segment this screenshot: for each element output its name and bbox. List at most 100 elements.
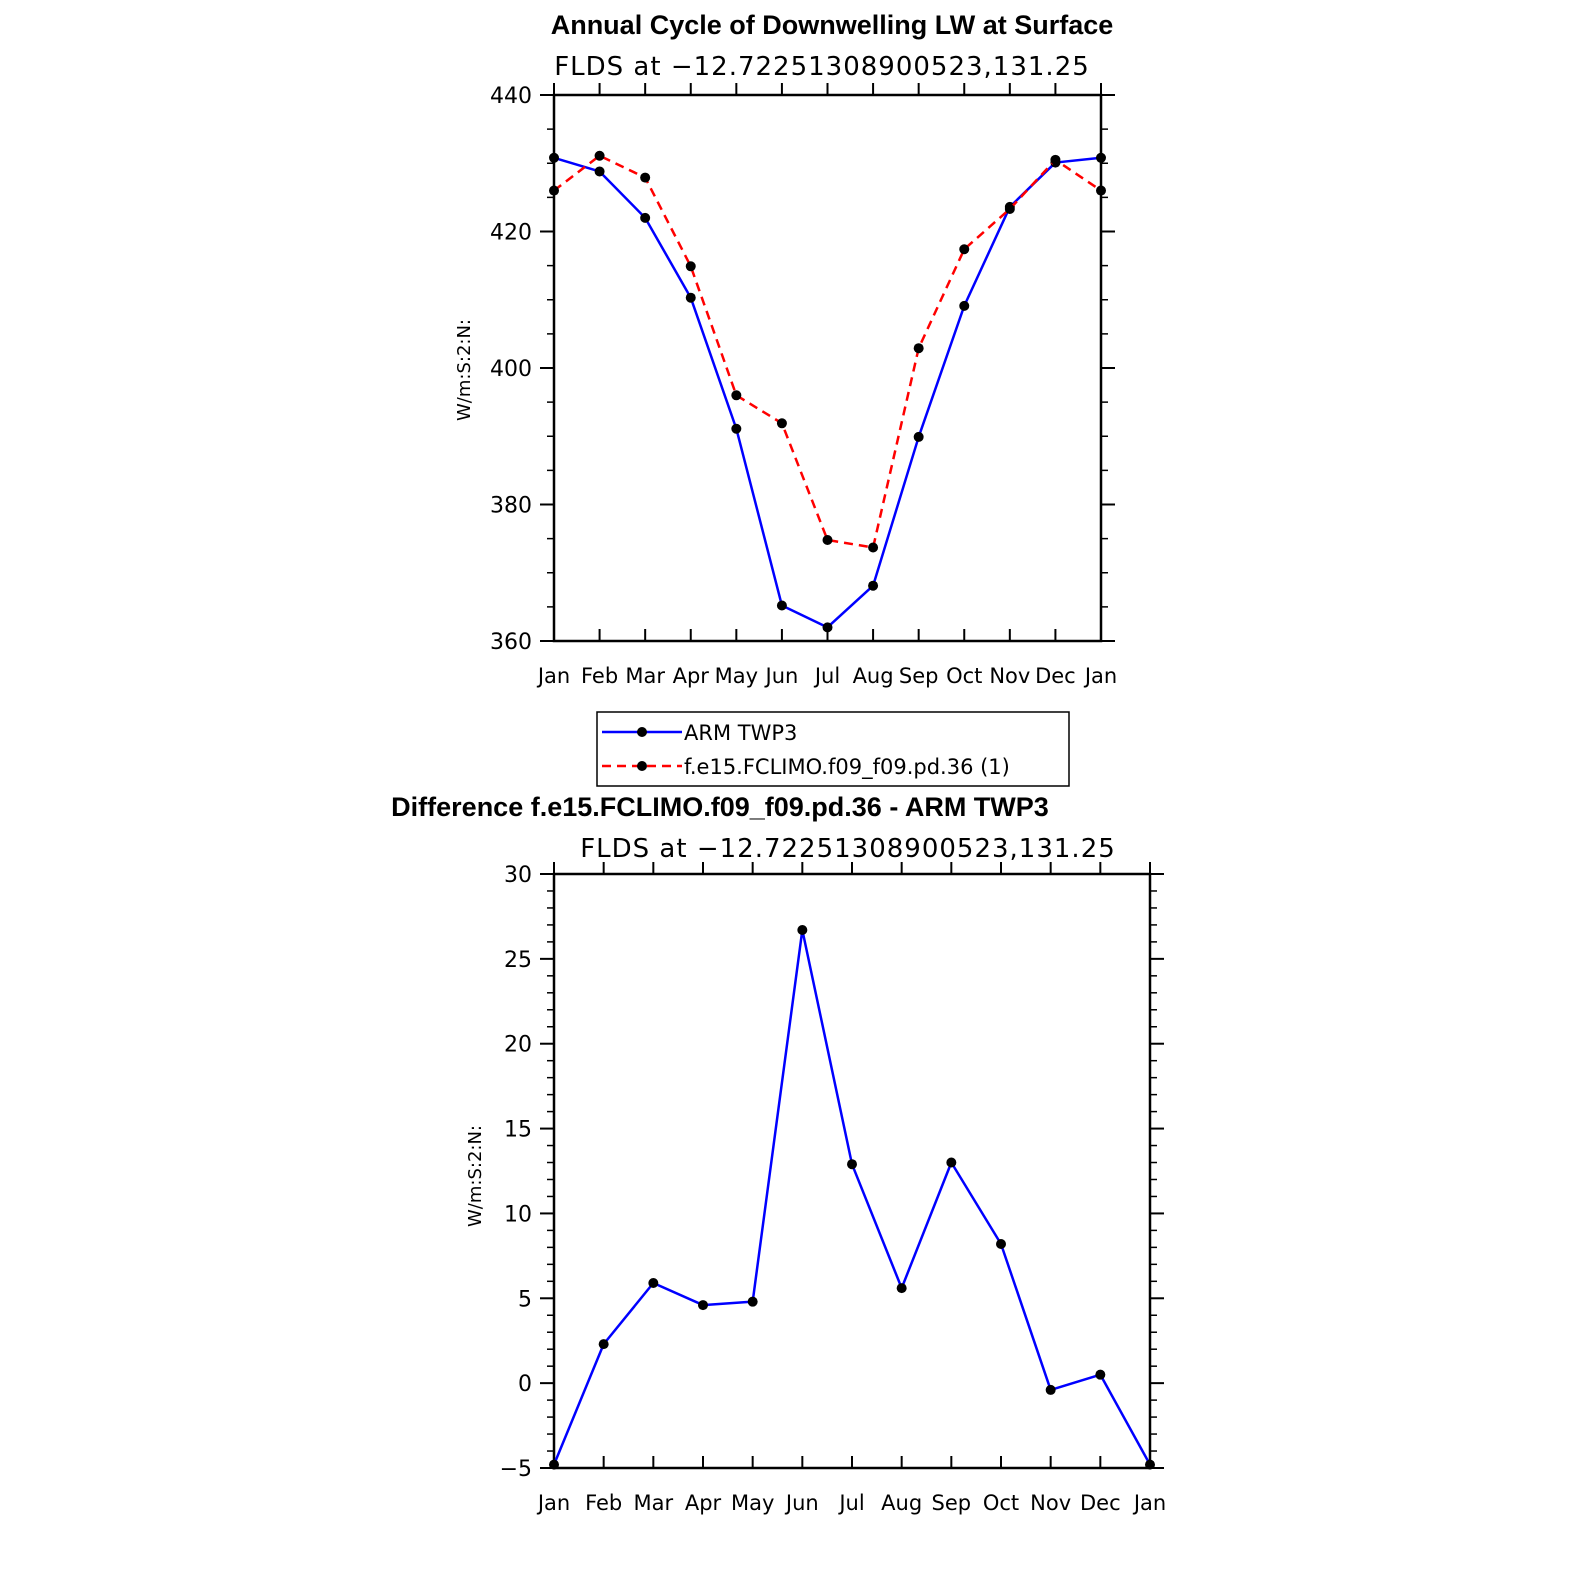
top-chart-subtitle: FLDS at −12.72251308900523,131.25 bbox=[554, 52, 1090, 82]
bottom-ytick-label: 15 bbox=[504, 1118, 532, 1143]
top-series-0-point bbox=[731, 423, 742, 434]
bottom-chart-title: Difference f.e15.FCLIMO.f09_f09.pd.36 - … bbox=[391, 792, 1049, 822]
bottom-series-0-point bbox=[1145, 1459, 1155, 1470]
top-xtick-label: Apr bbox=[673, 664, 710, 688]
bottom-ytick-label: −5 bbox=[500, 1457, 532, 1482]
top-series-0-point bbox=[549, 152, 559, 163]
bottom-xtick-label: Mar bbox=[634, 1491, 674, 1515]
top-xtick-label: Nov bbox=[989, 664, 1030, 688]
bottom-chart-ylabel: W/m:S:2:N: bbox=[465, 1125, 486, 1227]
bottom-series-0-point bbox=[598, 1339, 609, 1350]
bottom-series-0-point bbox=[946, 1157, 957, 1168]
bottom-xtick-label: Feb bbox=[585, 1491, 622, 1515]
legend-label-model: f.e15.FCLIMO.f09_f09.pd.36 (1) bbox=[684, 755, 1010, 780]
top-xtick-label: Jan bbox=[1083, 664, 1117, 688]
bottom-series-line-0 bbox=[552, 928, 1152, 1466]
bottom-chart-axes: Jan Feb Mar Apr May Jun Jul Aug Sep Oct Nov Dec Jan−… bbox=[500, 862, 1166, 1515]
top-series-1-point bbox=[959, 244, 970, 255]
top-series-0-point bbox=[776, 600, 787, 611]
bottom-ytick-label: 5 bbox=[518, 1287, 532, 1312]
top-xtick-label: Jul bbox=[813, 664, 840, 688]
bottom-xtick-label: Sep bbox=[932, 1491, 972, 1515]
bottom-xtick-label: Jan bbox=[536, 1491, 570, 1515]
bottom-chart-subtitle: FLDS at −12.72251308900523,131.25 bbox=[580, 834, 1116, 864]
top-series-0-point bbox=[685, 292, 696, 303]
top-series-1-point bbox=[1050, 154, 1061, 165]
top-series-1-point bbox=[731, 390, 742, 401]
top-chart-series bbox=[549, 150, 1106, 633]
top-series-0-point bbox=[868, 580, 879, 591]
top-plot-frame bbox=[552, 93, 1103, 643]
top-chart-title: Annual Cycle of Downwelling LW at Surfac… bbox=[551, 10, 1114, 40]
bottom-ytick-label: 20 bbox=[504, 1033, 532, 1058]
top-series-1-point bbox=[594, 150, 605, 161]
top-chart-axes: Jan Feb Mar Apr May Jun Jul Aug Sep Oct Nov Dec Jan3… bbox=[490, 83, 1117, 688]
bottom-xtick-label: Apr bbox=[685, 1491, 722, 1515]
bottom-chart-series bbox=[549, 925, 1155, 1470]
bottom-xtick-label: May bbox=[731, 1491, 774, 1515]
top-xtick-label: Mar bbox=[625, 664, 665, 688]
top-ytick-label: 380 bbox=[490, 494, 532, 519]
top-series-0-point bbox=[594, 166, 605, 177]
bottom-series-0-point bbox=[747, 1296, 758, 1307]
top-xtick-label: Jun bbox=[764, 664, 799, 688]
bottom-plot-frame bbox=[552, 872, 1152, 1470]
bottom-xtick-label: Jul bbox=[837, 1491, 864, 1515]
bottom-series-0-point bbox=[549, 1459, 559, 1470]
bottom-xtick-label: Aug bbox=[881, 1491, 922, 1515]
top-series-1-point bbox=[549, 185, 559, 196]
top-xtick-label: Dec bbox=[1035, 664, 1076, 688]
top-series-1-point bbox=[913, 343, 924, 354]
bottom-xtick-label: Jun bbox=[784, 1491, 819, 1515]
legend: ARM TWP3 f.e15.FCLIMO.f09_f09.pd.36 (1) bbox=[596, 711, 1070, 787]
top-series-0-point bbox=[959, 300, 970, 311]
top-series-0-point bbox=[640, 212, 651, 223]
top-chart-ylabel: W/m:S:2:N: bbox=[454, 319, 475, 421]
top-ytick-label: 400 bbox=[490, 357, 532, 382]
top-xtick-label: Feb bbox=[581, 664, 618, 688]
top-series-0-point bbox=[913, 431, 924, 442]
top-series-line-1 bbox=[553, 154, 1102, 549]
bottom-xtick-label: Dec bbox=[1080, 1491, 1121, 1515]
bottom-ytick-label: 30 bbox=[504, 863, 532, 888]
bottom-series-0-point bbox=[1045, 1384, 1056, 1395]
legend-label-arm: ARM TWP3 bbox=[684, 721, 797, 745]
bottom-xtick-label: Jan bbox=[1132, 1491, 1166, 1515]
bottom-xtick-label: Oct bbox=[983, 1491, 1019, 1515]
top-xtick-label: Oct bbox=[946, 664, 982, 688]
bottom-ytick-label: 25 bbox=[504, 948, 532, 973]
top-series-1-point bbox=[1004, 203, 1015, 214]
bottom-series-0-point bbox=[1095, 1369, 1106, 1380]
top-xtick-label: Jan bbox=[536, 664, 570, 688]
legend-marker-model bbox=[637, 761, 647, 771]
bottom-series-0-point bbox=[698, 1300, 708, 1311]
bottom-xtick-label: Nov bbox=[1030, 1491, 1071, 1515]
top-series-0-point bbox=[1096, 152, 1106, 163]
bottom-series-0-point bbox=[648, 1278, 659, 1289]
top-series-1-point bbox=[1096, 185, 1106, 196]
top-series-1-point bbox=[868, 542, 879, 553]
bottom-ytick-label: 0 bbox=[518, 1372, 532, 1397]
bottom-ytick-label: 10 bbox=[504, 1202, 532, 1227]
top-xtick-label: Sep bbox=[899, 664, 939, 688]
top-series-0-point bbox=[822, 622, 833, 633]
top-series-1-point bbox=[640, 172, 651, 183]
bottom-series-0-point bbox=[847, 1159, 857, 1170]
bottom-series-0-point bbox=[996, 1238, 1006, 1249]
legend-box bbox=[596, 711, 1070, 787]
top-series-1-point bbox=[822, 534, 833, 545]
legend-marker-arm bbox=[637, 727, 647, 737]
bottom-chart: Difference f.e15.FCLIMO.f09_f09.pd.36 - … bbox=[391, 792, 1166, 1515]
top-ytick-label: 440 bbox=[490, 84, 532, 109]
top-series-1-point bbox=[685, 261, 696, 272]
top-ytick-label: 420 bbox=[490, 221, 532, 246]
top-chart: Annual Cycle of Downwelling LW at Surfac… bbox=[454, 10, 1117, 787]
bottom-series-0-point bbox=[797, 925, 808, 936]
top-ytick-label: 360 bbox=[490, 630, 532, 655]
top-xtick-label: Aug bbox=[853, 664, 894, 688]
top-xtick-label: May bbox=[715, 664, 758, 688]
bottom-series-0-point bbox=[896, 1283, 907, 1294]
top-series-1-point bbox=[776, 418, 787, 429]
top-series-line-0 bbox=[553, 156, 1102, 629]
